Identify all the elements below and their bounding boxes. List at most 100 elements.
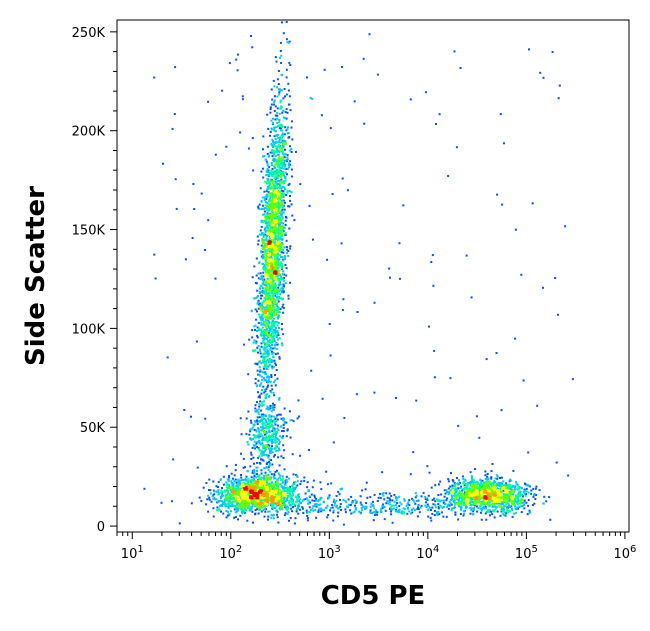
data-point [238, 489, 241, 492]
data-point [439, 480, 442, 483]
data-point [264, 490, 267, 493]
data-point [261, 337, 264, 340]
data-point [265, 436, 268, 439]
data-point [270, 327, 273, 330]
data-point [191, 237, 194, 239]
data-point [273, 380, 276, 383]
data-point [271, 98, 274, 101]
data-point [273, 160, 276, 163]
data-point [527, 504, 530, 507]
data-point [478, 487, 481, 490]
data-point [496, 477, 499, 480]
data-point [523, 507, 526, 510]
data-point [512, 491, 515, 494]
data-point [267, 268, 270, 271]
data-point [371, 500, 374, 503]
data-point [477, 481, 479, 484]
data-point [220, 495, 223, 498]
data-point [221, 487, 223, 489]
data-point [162, 162, 164, 165]
data-point [482, 506, 485, 509]
data-point [267, 191, 270, 194]
data-point [256, 423, 259, 426]
data-point [326, 258, 329, 261]
data-point [250, 481, 253, 484]
data-point [265, 435, 268, 437]
data-point [464, 496, 467, 499]
data-point [278, 397, 281, 399]
data-point [232, 496, 234, 499]
data-point [283, 159, 286, 162]
data-point [281, 504, 284, 506]
data-point [215, 498, 218, 501]
data-point [253, 482, 256, 485]
data-point [241, 509, 244, 511]
data-point [282, 211, 285, 214]
data-point [257, 427, 259, 430]
data-point [265, 431, 268, 434]
data-point [233, 496, 236, 499]
data-point [374, 510, 377, 513]
data-point [388, 492, 391, 495]
data-point [263, 243, 266, 246]
data-point [504, 498, 506, 501]
data-point [490, 485, 493, 488]
data-point [267, 474, 270, 476]
data-point [461, 501, 463, 504]
data-point [235, 500, 238, 503]
data-point [362, 57, 365, 60]
data-point [267, 365, 270, 368]
data-point [231, 500, 234, 503]
data-point [502, 510, 505, 513]
data-point [229, 504, 232, 507]
data-point [272, 485, 275, 488]
data-point [262, 352, 265, 355]
data-point [275, 145, 278, 148]
data-point [240, 476, 243, 479]
data-point [271, 487, 274, 490]
data-point [283, 498, 286, 501]
data-point [270, 297, 273, 300]
data-point [280, 157, 283, 160]
data-point [280, 74, 283, 77]
data-point [226, 503, 229, 506]
data-point [154, 277, 157, 280]
data-point [283, 502, 286, 505]
data-point [261, 417, 264, 419]
data-point [220, 493, 223, 496]
data-point [493, 480, 496, 482]
data-point [385, 502, 388, 505]
data-point [279, 435, 282, 438]
data-point [303, 479, 306, 482]
data-point [285, 478, 288, 481]
data-point [275, 449, 278, 452]
data-point [221, 503, 224, 506]
data-point [259, 272, 262, 275]
data-point [497, 502, 500, 505]
data-point [265, 367, 268, 370]
data-point [255, 274, 258, 277]
data-point [267, 456, 270, 459]
data-point [250, 502, 253, 505]
data-point [267, 224, 270, 227]
data-point [494, 477, 497, 480]
data-point [274, 362, 277, 365]
data-point [265, 360, 268, 363]
data-point [414, 492, 417, 495]
data-point [414, 496, 417, 499]
data-point [239, 417, 242, 420]
data-point [277, 270, 280, 273]
data-point [458, 501, 461, 504]
data-point [438, 513, 441, 516]
data-point [494, 483, 497, 486]
data-point [254, 362, 257, 365]
data-point [461, 494, 464, 497]
data-point [264, 315, 267, 318]
data-point [376, 73, 379, 76]
data-point [315, 505, 318, 508]
data-point [279, 50, 282, 52]
data-point [266, 296, 269, 299]
data-point [224, 504, 227, 507]
data-point [264, 282, 267, 284]
data-point [257, 435, 260, 438]
